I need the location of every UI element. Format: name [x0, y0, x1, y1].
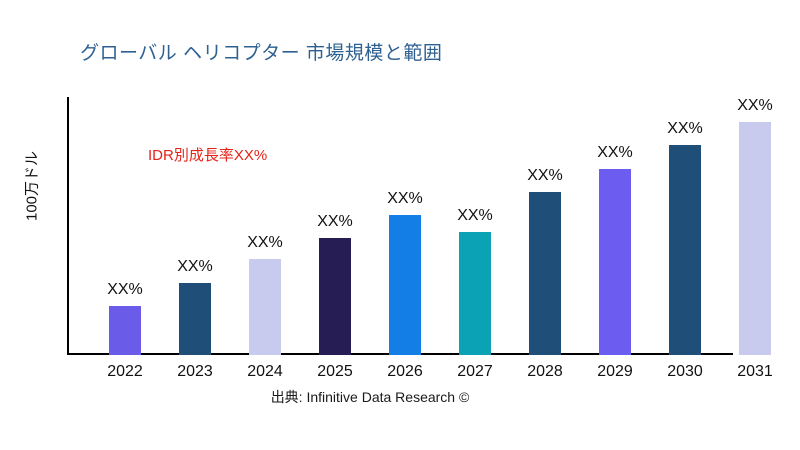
bar-2024	[249, 259, 281, 355]
x-tick-label-2028: 2028	[527, 363, 563, 380]
x-tick-label-2024: 2024	[247, 363, 283, 380]
y-axis-label: 100万ドル	[23, 150, 41, 222]
chart-title: グローバル ヘリコプター 市場規模と範囲	[80, 43, 443, 64]
bar-value-label-2029: XX%	[597, 144, 633, 161]
x-tick-label-2026: 2026	[387, 363, 423, 380]
bar-2029	[599, 169, 631, 355]
bar-value-label-2031: XX%	[737, 97, 773, 114]
x-tick-label-2027: 2027	[457, 363, 493, 380]
bar-2027	[459, 232, 491, 355]
x-tick-label-2023: 2023	[177, 363, 213, 380]
bar-value-label-2027: XX%	[457, 207, 493, 224]
x-tick-label-2031: 2031	[737, 363, 773, 380]
y-axis-line	[67, 97, 69, 355]
bar-2025	[319, 238, 351, 355]
bar-2022	[109, 306, 141, 355]
bar-value-label-2028: XX%	[527, 167, 563, 184]
bar-2026	[389, 215, 421, 355]
bar-2031	[739, 122, 771, 355]
x-tick-label-2030: 2030	[667, 363, 703, 380]
x-tick-label-2025: 2025	[317, 363, 353, 380]
bar-value-label-2025: XX%	[317, 213, 353, 230]
growth-rate-annotation: IDR別成長率XX%	[148, 147, 268, 164]
bar-2023	[179, 283, 211, 355]
bar-2030	[669, 145, 701, 355]
source-text: 出典: Infinitive Data Research ©	[270, 389, 470, 405]
bar-2028	[529, 192, 561, 355]
bar-value-label-2024: XX%	[247, 234, 283, 251]
x-tick-label-2022: 2022	[107, 363, 143, 380]
bar-value-label-2026: XX%	[387, 190, 423, 207]
bar-value-label-2023: XX%	[177, 258, 213, 275]
x-tick-label-2029: 2029	[597, 363, 633, 380]
bar-value-label-2030: XX%	[667, 120, 703, 137]
bar-value-label-2022: XX%	[107, 281, 143, 298]
